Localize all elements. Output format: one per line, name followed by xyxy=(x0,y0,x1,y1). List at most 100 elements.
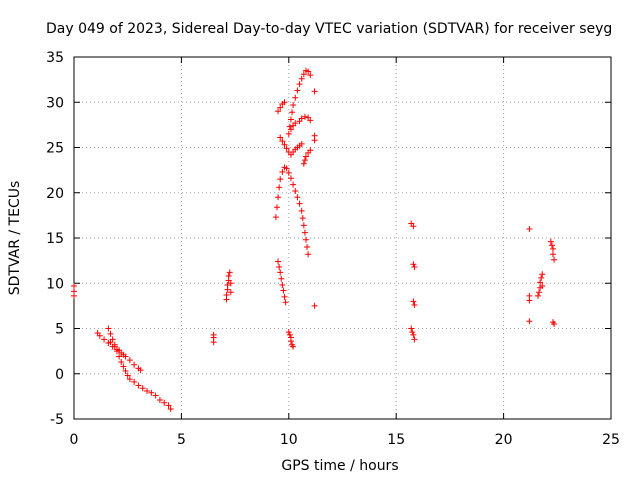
data-point xyxy=(551,256,558,263)
x-tick-label: 0 xyxy=(70,432,79,448)
data-point xyxy=(124,372,131,379)
data-point xyxy=(276,263,283,270)
data-point xyxy=(281,293,288,300)
y-tick-label: 10 xyxy=(46,276,64,292)
data-point xyxy=(281,99,288,106)
data-point xyxy=(148,389,155,396)
data-point xyxy=(281,141,288,148)
data-point xyxy=(411,336,418,343)
data-point xyxy=(307,117,314,124)
data-point xyxy=(272,214,279,221)
data-point xyxy=(311,302,318,309)
data-point xyxy=(161,399,168,406)
data-point xyxy=(302,236,309,243)
y-tick-label: 30 xyxy=(46,95,64,111)
y-tick-label: 0 xyxy=(55,367,64,383)
data-point xyxy=(290,181,297,188)
data-point xyxy=(302,153,309,160)
data-point xyxy=(548,242,555,249)
data-point xyxy=(152,392,159,399)
data-point xyxy=(299,215,306,222)
data-point xyxy=(120,363,127,370)
data-point xyxy=(311,88,318,95)
data-point xyxy=(294,194,301,201)
data-point xyxy=(410,331,417,338)
data-point xyxy=(210,331,217,338)
data-point xyxy=(116,353,123,360)
data-point xyxy=(287,116,294,123)
data-point xyxy=(298,140,305,147)
data-point xyxy=(285,329,292,336)
data-point xyxy=(410,261,417,268)
x-tick-label: 15 xyxy=(387,432,405,448)
data-point xyxy=(298,207,305,214)
data-point xyxy=(131,378,138,385)
data-point xyxy=(275,194,282,201)
data-point xyxy=(292,120,299,127)
data-point xyxy=(410,223,417,230)
data-point xyxy=(283,165,290,172)
data-point xyxy=(167,406,174,413)
data-point xyxy=(277,104,284,111)
chart-title: Day 049 of 2023, Sidereal Day-to-day VTE… xyxy=(46,21,612,37)
y-tick-label: 35 xyxy=(46,50,64,66)
data-point xyxy=(305,68,312,75)
data-point xyxy=(526,225,533,232)
data-point xyxy=(223,292,230,299)
y-tick-label: 20 xyxy=(46,186,64,202)
data-point xyxy=(286,123,293,130)
data-point xyxy=(298,115,305,122)
data-point xyxy=(273,204,280,211)
data-point xyxy=(122,368,129,375)
data-point xyxy=(536,289,543,296)
data-point xyxy=(300,160,307,167)
data-point xyxy=(101,336,108,343)
data-point xyxy=(289,109,296,116)
data-point xyxy=(111,343,118,350)
data-point xyxy=(126,376,133,383)
data-point xyxy=(226,269,233,276)
data-point xyxy=(120,351,127,358)
data-point xyxy=(137,367,144,374)
data-point xyxy=(279,168,286,175)
data-point xyxy=(144,387,151,394)
data-point xyxy=(275,258,282,265)
data-point xyxy=(282,299,289,306)
data-point xyxy=(537,279,544,286)
data-point xyxy=(277,134,284,141)
data-point xyxy=(71,288,77,295)
data-point xyxy=(538,274,545,281)
data-point xyxy=(534,292,541,299)
data-point xyxy=(96,332,103,339)
data-point xyxy=(156,396,163,403)
data-point xyxy=(550,245,557,252)
data-point xyxy=(131,361,138,368)
data-point xyxy=(550,251,557,258)
data-point xyxy=(526,318,533,325)
data-point xyxy=(278,275,285,282)
data-point xyxy=(280,287,287,294)
y-tick-label: 15 xyxy=(46,231,64,247)
data-point xyxy=(116,347,123,354)
data-point xyxy=(409,329,416,336)
data-point xyxy=(287,338,294,345)
data-points xyxy=(71,67,558,413)
data-point xyxy=(287,126,294,133)
data-point xyxy=(283,145,290,152)
data-point xyxy=(279,282,286,289)
data-point xyxy=(307,72,314,79)
y-tick-label: -5 xyxy=(50,412,64,428)
data-point xyxy=(301,157,308,164)
axis-ticks xyxy=(73,56,612,420)
data-point xyxy=(71,282,77,289)
data-point xyxy=(307,147,314,154)
x-tick-label: 5 xyxy=(177,432,186,448)
data-point xyxy=(305,251,312,258)
data-point xyxy=(225,273,232,280)
data-point xyxy=(292,94,299,101)
data-point xyxy=(547,238,554,245)
data-point xyxy=(304,244,311,251)
data-point xyxy=(287,175,294,182)
data-point xyxy=(285,169,292,176)
